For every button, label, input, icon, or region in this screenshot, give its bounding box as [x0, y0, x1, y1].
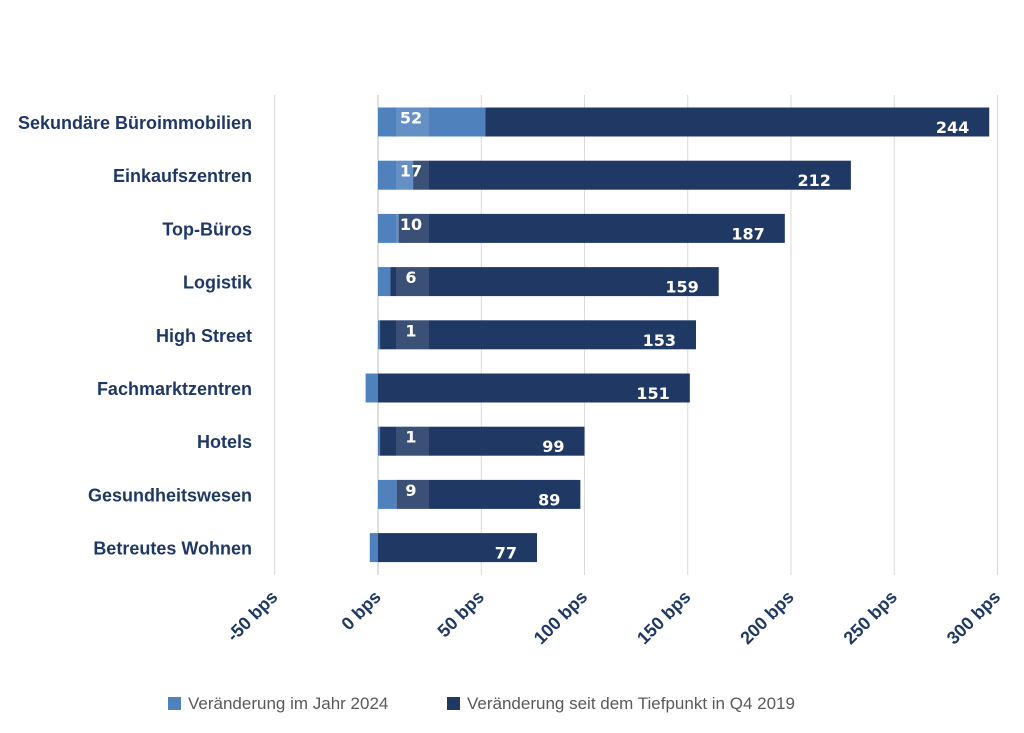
legend-label-2024: Veränderung im Jahr 2024 — [188, 694, 388, 713]
label-box-2024 — [396, 267, 429, 297]
bar-2024 — [378, 107, 486, 137]
label-box-2024 — [396, 213, 429, 243]
bar-since-2019 — [378, 533, 538, 563]
category-label: Top-Büros — [162, 219, 252, 239]
legend: Veränderung im Jahr 2024 Veränderung sei… — [168, 694, 795, 713]
category-labels: Sekundäre Büroimmobilien Einkaufszentren T… — [18, 113, 253, 559]
value-label-since-2019: 99 — [542, 437, 564, 456]
value-label-since-2019: 212 — [797, 171, 830, 190]
bar-since-2019 — [485, 107, 990, 137]
category-label: Sekundäre Büroimmobilien — [18, 113, 252, 133]
category-label: Betreutes Wohnen — [93, 539, 252, 559]
value-label-2024: 17 — [400, 162, 422, 181]
label-box-2024 — [396, 320, 429, 350]
value-label-since-2019: 244 — [936, 118, 969, 137]
category-label: Einkaufszentren — [113, 166, 252, 186]
value-label-2024: 10 — [400, 215, 422, 234]
legend-label-since-2019: Veränderung seit dem Tiefpunkt in Q4 201… — [467, 694, 795, 713]
value-label-since-2019: 153 — [643, 331, 676, 350]
value-label-2024: 52 — [400, 109, 422, 128]
label-box-2024 — [396, 107, 429, 137]
bars-layer — [365, 107, 990, 563]
category-label: Fachmarktzentren — [97, 379, 252, 399]
legend-swatch-2024 — [168, 697, 181, 710]
bar-2024 — [378, 479, 397, 509]
bar-2024 — [365, 373, 378, 403]
bar-2024 — [378, 160, 414, 190]
x-tick-label: 100 bps — [530, 587, 592, 649]
x-tick-label: 300 bps — [943, 587, 1005, 649]
bar-2024 — [369, 533, 378, 563]
x-tick-label: 0 bps — [337, 587, 384, 634]
value-label-since-2019: 151 — [636, 384, 669, 403]
x-tick-label: 50 bps — [434, 587, 488, 641]
legend-swatch-since-2019 — [447, 697, 460, 710]
bar-since-2019 — [380, 320, 697, 350]
bar-since-2019 — [390, 267, 719, 297]
label-box-2024 — [396, 426, 429, 456]
bar-2024 — [378, 320, 381, 350]
bar-since-2019 — [380, 426, 585, 456]
label-box-2024 — [396, 479, 429, 509]
value-label-2024: 1 — [405, 428, 416, 447]
value-label-since-2019: 77 — [495, 544, 517, 563]
value-label-since-2019: 187 — [731, 224, 764, 243]
x-tick-label: 200 bps — [736, 587, 798, 649]
bar-since-2019 — [396, 479, 581, 509]
label-box-2024 — [396, 160, 429, 190]
x-axis-ticks: -50 bps 0 bps 50 bps 100 bps 150 bps 200 bps 2… — [223, 587, 1004, 649]
x-tick-label: 150 bps — [633, 587, 695, 649]
value-label-2024: 9 — [405, 481, 416, 500]
category-label: Gesundheitswesen — [88, 485, 252, 505]
category-label: High Street — [156, 326, 252, 346]
bar-2024 — [378, 213, 399, 243]
value-label-since-2019: 89 — [538, 490, 560, 509]
value-label-2024: 6 — [405, 268, 416, 287]
value-label-2024: 1 — [405, 321, 416, 340]
x-tick-label: -50 bps — [223, 587, 282, 646]
category-label: Hotels — [197, 432, 252, 452]
bar-since-2019 — [378, 373, 690, 403]
bar-since-2019 — [413, 160, 851, 190]
bar-2024 — [378, 426, 381, 456]
category-label: Logistik — [183, 273, 253, 293]
bar-2024 — [378, 267, 391, 297]
x-tick-label: 250 bps — [840, 587, 902, 649]
bar-since-2019 — [398, 213, 785, 243]
value-label-since-2019: 159 — [665, 278, 698, 297]
